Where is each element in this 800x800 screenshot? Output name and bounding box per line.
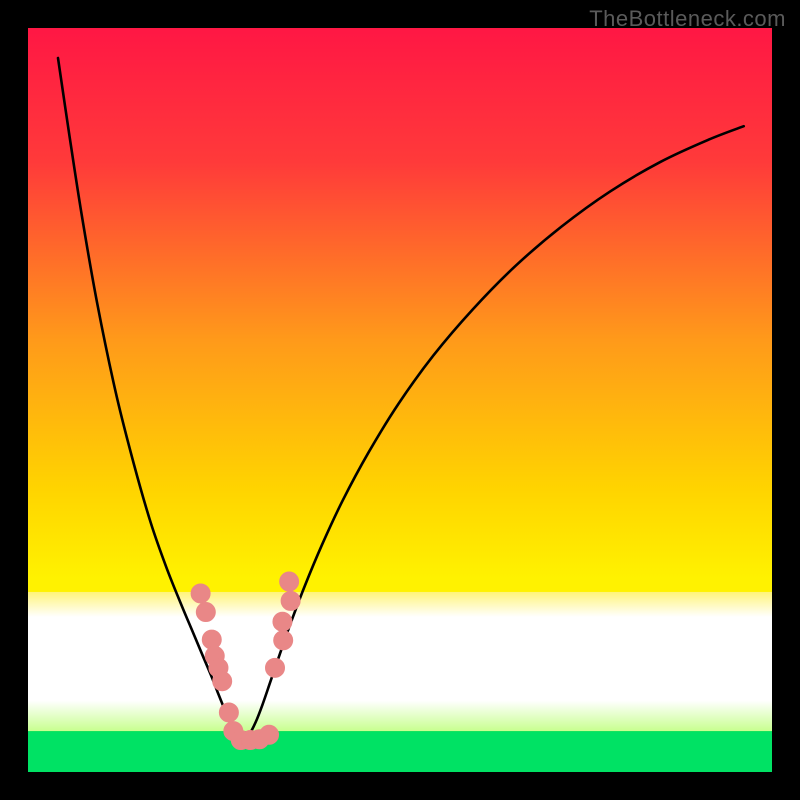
marker-point xyxy=(196,603,215,622)
marker-point xyxy=(266,658,285,677)
marker-point xyxy=(260,725,279,744)
marker-point xyxy=(280,572,299,591)
marker-point xyxy=(213,672,232,691)
marker-point xyxy=(274,631,293,650)
marker-point xyxy=(219,703,238,722)
marker-point xyxy=(273,612,292,631)
watermark-text: TheBottleneck.com xyxy=(589,6,786,32)
marker-point xyxy=(202,630,221,649)
bottleneck-chart xyxy=(0,0,800,800)
marker-point xyxy=(191,584,210,603)
marker-point xyxy=(281,591,300,610)
chart-root: TheBottleneck.com xyxy=(0,0,800,800)
